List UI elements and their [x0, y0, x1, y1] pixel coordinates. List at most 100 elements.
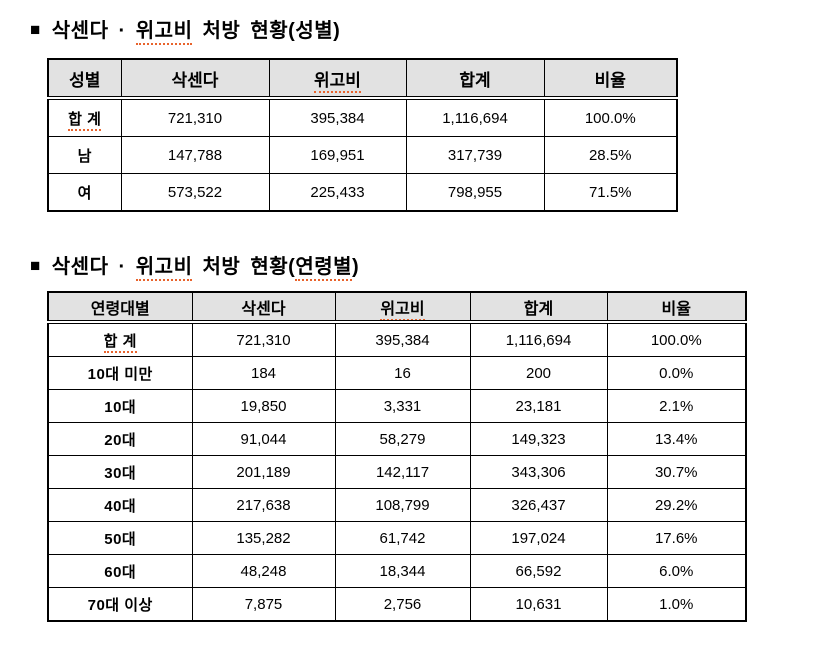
- square-bullet-icon: ■: [30, 256, 41, 275]
- title-category: 성별: [295, 20, 334, 42]
- data-cell: 48,248: [191, 554, 336, 588]
- column-header: 위고비: [334, 291, 471, 324]
- row-label: 40대: [47, 488, 193, 522]
- title-spellcheck-word: 위고비: [135, 20, 193, 45]
- table-row: 60대 48,248 18,344 66,592 6.0%: [47, 554, 747, 588]
- table-row: 10대 19,850 3,331 23,181 2.1%: [47, 389, 747, 423]
- data-cell: 1,116,694: [469, 321, 608, 357]
- row-label-text: 40대: [104, 497, 137, 515]
- title-spellcheck-word: 위고비: [135, 256, 193, 281]
- column-header-label: 비율: [661, 300, 691, 318]
- data-cell: 184: [191, 356, 336, 390]
- data-cell: 3,331: [334, 389, 471, 423]
- row-label: 합 계: [47, 97, 122, 137]
- data-cell: 108,799: [334, 488, 471, 522]
- data-cell: 17.6%: [606, 521, 747, 555]
- column-header: 비율: [606, 291, 747, 324]
- data-cell: 6.0%: [606, 554, 747, 588]
- data-cell: 23,181: [469, 389, 608, 423]
- column-header: 비율: [543, 58, 678, 100]
- row-label-text: 남: [77, 147, 92, 165]
- data-cell: 100.0%: [543, 97, 678, 137]
- table-row: 여 573,522 225,433 798,955 71.5%: [47, 173, 678, 212]
- column-header: 위고비: [268, 58, 407, 100]
- data-cell: 7,875: [191, 587, 336, 622]
- table-row: 40대 217,638 108,799 326,437 29.2%: [47, 488, 747, 522]
- section1-title-text: 삭센다 · 위고비 처방 현황(성별): [51, 14, 341, 45]
- data-cell: 147,788: [120, 136, 270, 174]
- title-text-mid: 처방 현황(: [192, 256, 296, 278]
- column-header-label: 삭센다: [171, 70, 219, 90]
- data-cell: 169,951: [268, 136, 407, 174]
- data-cell: 721,310: [191, 321, 336, 357]
- data-cell: 2.1%: [606, 389, 747, 423]
- row-label: 20대: [47, 422, 193, 456]
- data-cell: 13.4%: [606, 422, 747, 456]
- data-cell: 100.0%: [606, 321, 747, 357]
- data-cell: 197,024: [469, 521, 608, 555]
- data-cell: 135,282: [191, 521, 336, 555]
- column-header-label: 합계: [459, 70, 491, 90]
- row-label-text: 20대: [104, 431, 137, 449]
- data-cell: 18,344: [334, 554, 471, 588]
- row-label: 합 계: [47, 321, 193, 357]
- data-cell: 721,310: [120, 97, 270, 137]
- row-label-text: 30대: [104, 464, 137, 482]
- data-cell: 217,638: [191, 488, 336, 522]
- data-cell: 71.5%: [543, 173, 678, 212]
- data-cell: 2,756: [334, 587, 471, 622]
- row-label: 10대 미만: [47, 356, 193, 390]
- data-cell: 201,189: [191, 455, 336, 489]
- age-group-prescription-table: 연령대별 삭센다 위고비 합계 비율 합 계 721,310 395,384 1,116,694…: [47, 291, 747, 622]
- section2-title: ■ 삭센다 · 위고비 처방 현황(연령별): [30, 250, 818, 281]
- square-bullet-icon: ■: [30, 20, 41, 39]
- table-row: 50대 135,282 61,742 197,024 17.6%: [47, 521, 747, 555]
- column-header-label: 비율: [594, 70, 626, 90]
- title-text-mid: 처방 현황(: [192, 20, 296, 42]
- data-cell: 395,384: [334, 321, 471, 357]
- data-cell: 225,433: [268, 173, 407, 212]
- header-row: 연령대별 삭센다 위고비 합계 비율: [47, 291, 747, 324]
- row-label-text: 합 계: [103, 332, 137, 353]
- row-label-text: 70대 이상: [87, 596, 153, 614]
- row-label-text: 60대: [104, 563, 137, 581]
- data-cell: 142,117: [334, 455, 471, 489]
- column-header-label: 연령대별: [90, 300, 150, 318]
- row-label: 30대: [47, 455, 193, 489]
- section2-title-text: 삭센다 · 위고비 처방 현황(연령별): [51, 250, 360, 281]
- table-row: 합 계 721,310 395,384 1,116,694 100.0%: [47, 321, 747, 357]
- row-label: 70대 이상: [47, 587, 193, 622]
- title-text-close: ): [352, 256, 360, 278]
- row-label-text: 여: [77, 184, 92, 202]
- table-row: 70대 이상 7,875 2,756 10,631 1.0%: [47, 587, 747, 622]
- title-category-spellcheck-word: 연령별: [295, 256, 353, 281]
- data-cell: 61,742: [334, 521, 471, 555]
- table-row: 10대 미만 184 16 200 0.0%: [47, 356, 747, 390]
- data-cell: 1,116,694: [405, 97, 545, 137]
- title-text-pre: 삭센다 ·: [51, 20, 136, 42]
- row-label: 60대: [47, 554, 193, 588]
- header-row: 성별 삭센다 위고비 합계 비율: [47, 58, 678, 100]
- data-cell: 200: [469, 356, 608, 390]
- section1-title: ■ 삭센다 · 위고비 처방 현황(성별): [30, 0, 818, 45]
- column-header: 삭센다: [120, 58, 270, 100]
- data-cell: 10,631: [469, 587, 608, 622]
- row-label: 남: [47, 136, 122, 174]
- data-cell: 149,323: [469, 422, 608, 456]
- row-label-text: 10대 미만: [87, 365, 153, 383]
- data-cell: 573,522: [120, 173, 270, 212]
- column-header: 합계: [469, 291, 608, 324]
- table-row: 남 147,788 169,951 317,739 28.5%: [47, 136, 678, 174]
- row-label-text: 50대: [104, 530, 137, 548]
- table-row: 합 계 721,310 395,384 1,116,694 100.0%: [47, 97, 678, 137]
- column-header-label: 위고비: [380, 300, 425, 318]
- row-label-text: 합 계: [68, 110, 102, 131]
- data-cell: 1.0%: [606, 587, 747, 622]
- data-cell: 16: [334, 356, 471, 390]
- data-cell: 343,306: [469, 455, 608, 489]
- title-text-pre: 삭센다 ·: [51, 256, 136, 278]
- row-label-text: 10대: [104, 398, 137, 416]
- column-header-label: 성별: [69, 70, 101, 90]
- column-header: 성별: [47, 58, 122, 100]
